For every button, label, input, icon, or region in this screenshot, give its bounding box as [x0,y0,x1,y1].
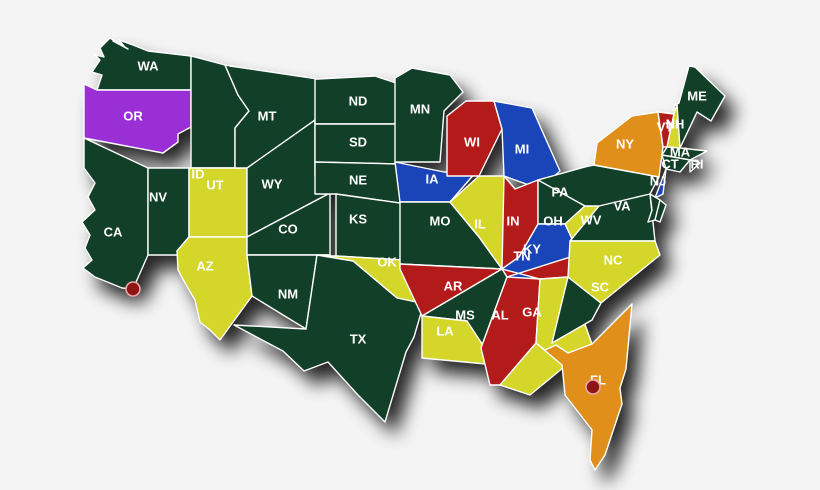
svg-text:NJ: NJ [650,173,667,188]
svg-text:TX: TX [350,331,367,346]
svg-text:GA: GA [522,304,542,319]
svg-text:WI: WI [464,134,480,149]
svg-text:MT: MT [258,108,277,123]
svg-text:MI: MI [515,141,529,156]
svg-text:NE: NE [349,172,367,187]
svg-text:WY: WY [262,176,283,191]
svg-text:IN: IN [507,213,520,228]
svg-text:ID: ID [192,166,205,181]
svg-text:AL: AL [491,307,508,322]
svg-text:OH: OH [543,213,563,228]
svg-text:ME: ME [687,88,707,103]
svg-text:NV: NV [149,189,167,204]
svg-text:KS: KS [349,211,367,226]
svg-text:CO: CO [278,221,298,236]
svg-text:NH: NH [666,116,685,131]
svg-text:MN: MN [410,101,430,116]
svg-text:UT: UT [206,177,223,192]
svg-text:NY: NY [616,136,634,151]
svg-text:NC: NC [604,252,623,267]
svg-text:CA: CA [104,224,123,239]
svg-text:WA: WA [138,58,160,73]
svg-text:LA: LA [436,323,454,338]
svg-text:IL: IL [474,216,486,231]
svg-text:MO: MO [430,213,451,228]
svg-text:SC: SC [591,279,610,294]
svg-text:OK: OK [377,254,397,269]
svg-text:OR: OR [123,108,143,123]
svg-text:SD: SD [349,134,367,149]
svg-text:AZ: AZ [196,258,213,273]
svg-text:RI: RI [691,156,704,171]
svg-text:ND: ND [349,93,368,108]
svg-text:AR: AR [444,278,463,293]
svg-text:TN: TN [513,248,530,263]
svg-text:CT: CT [661,156,678,171]
svg-text:PA: PA [551,184,569,199]
svg-text:WV: WV [581,212,602,227]
svg-text:NM: NM [278,286,298,301]
svg-text:MS: MS [455,307,475,322]
svg-text:VA: VA [613,198,631,213]
svg-text:IA: IA [426,171,440,186]
